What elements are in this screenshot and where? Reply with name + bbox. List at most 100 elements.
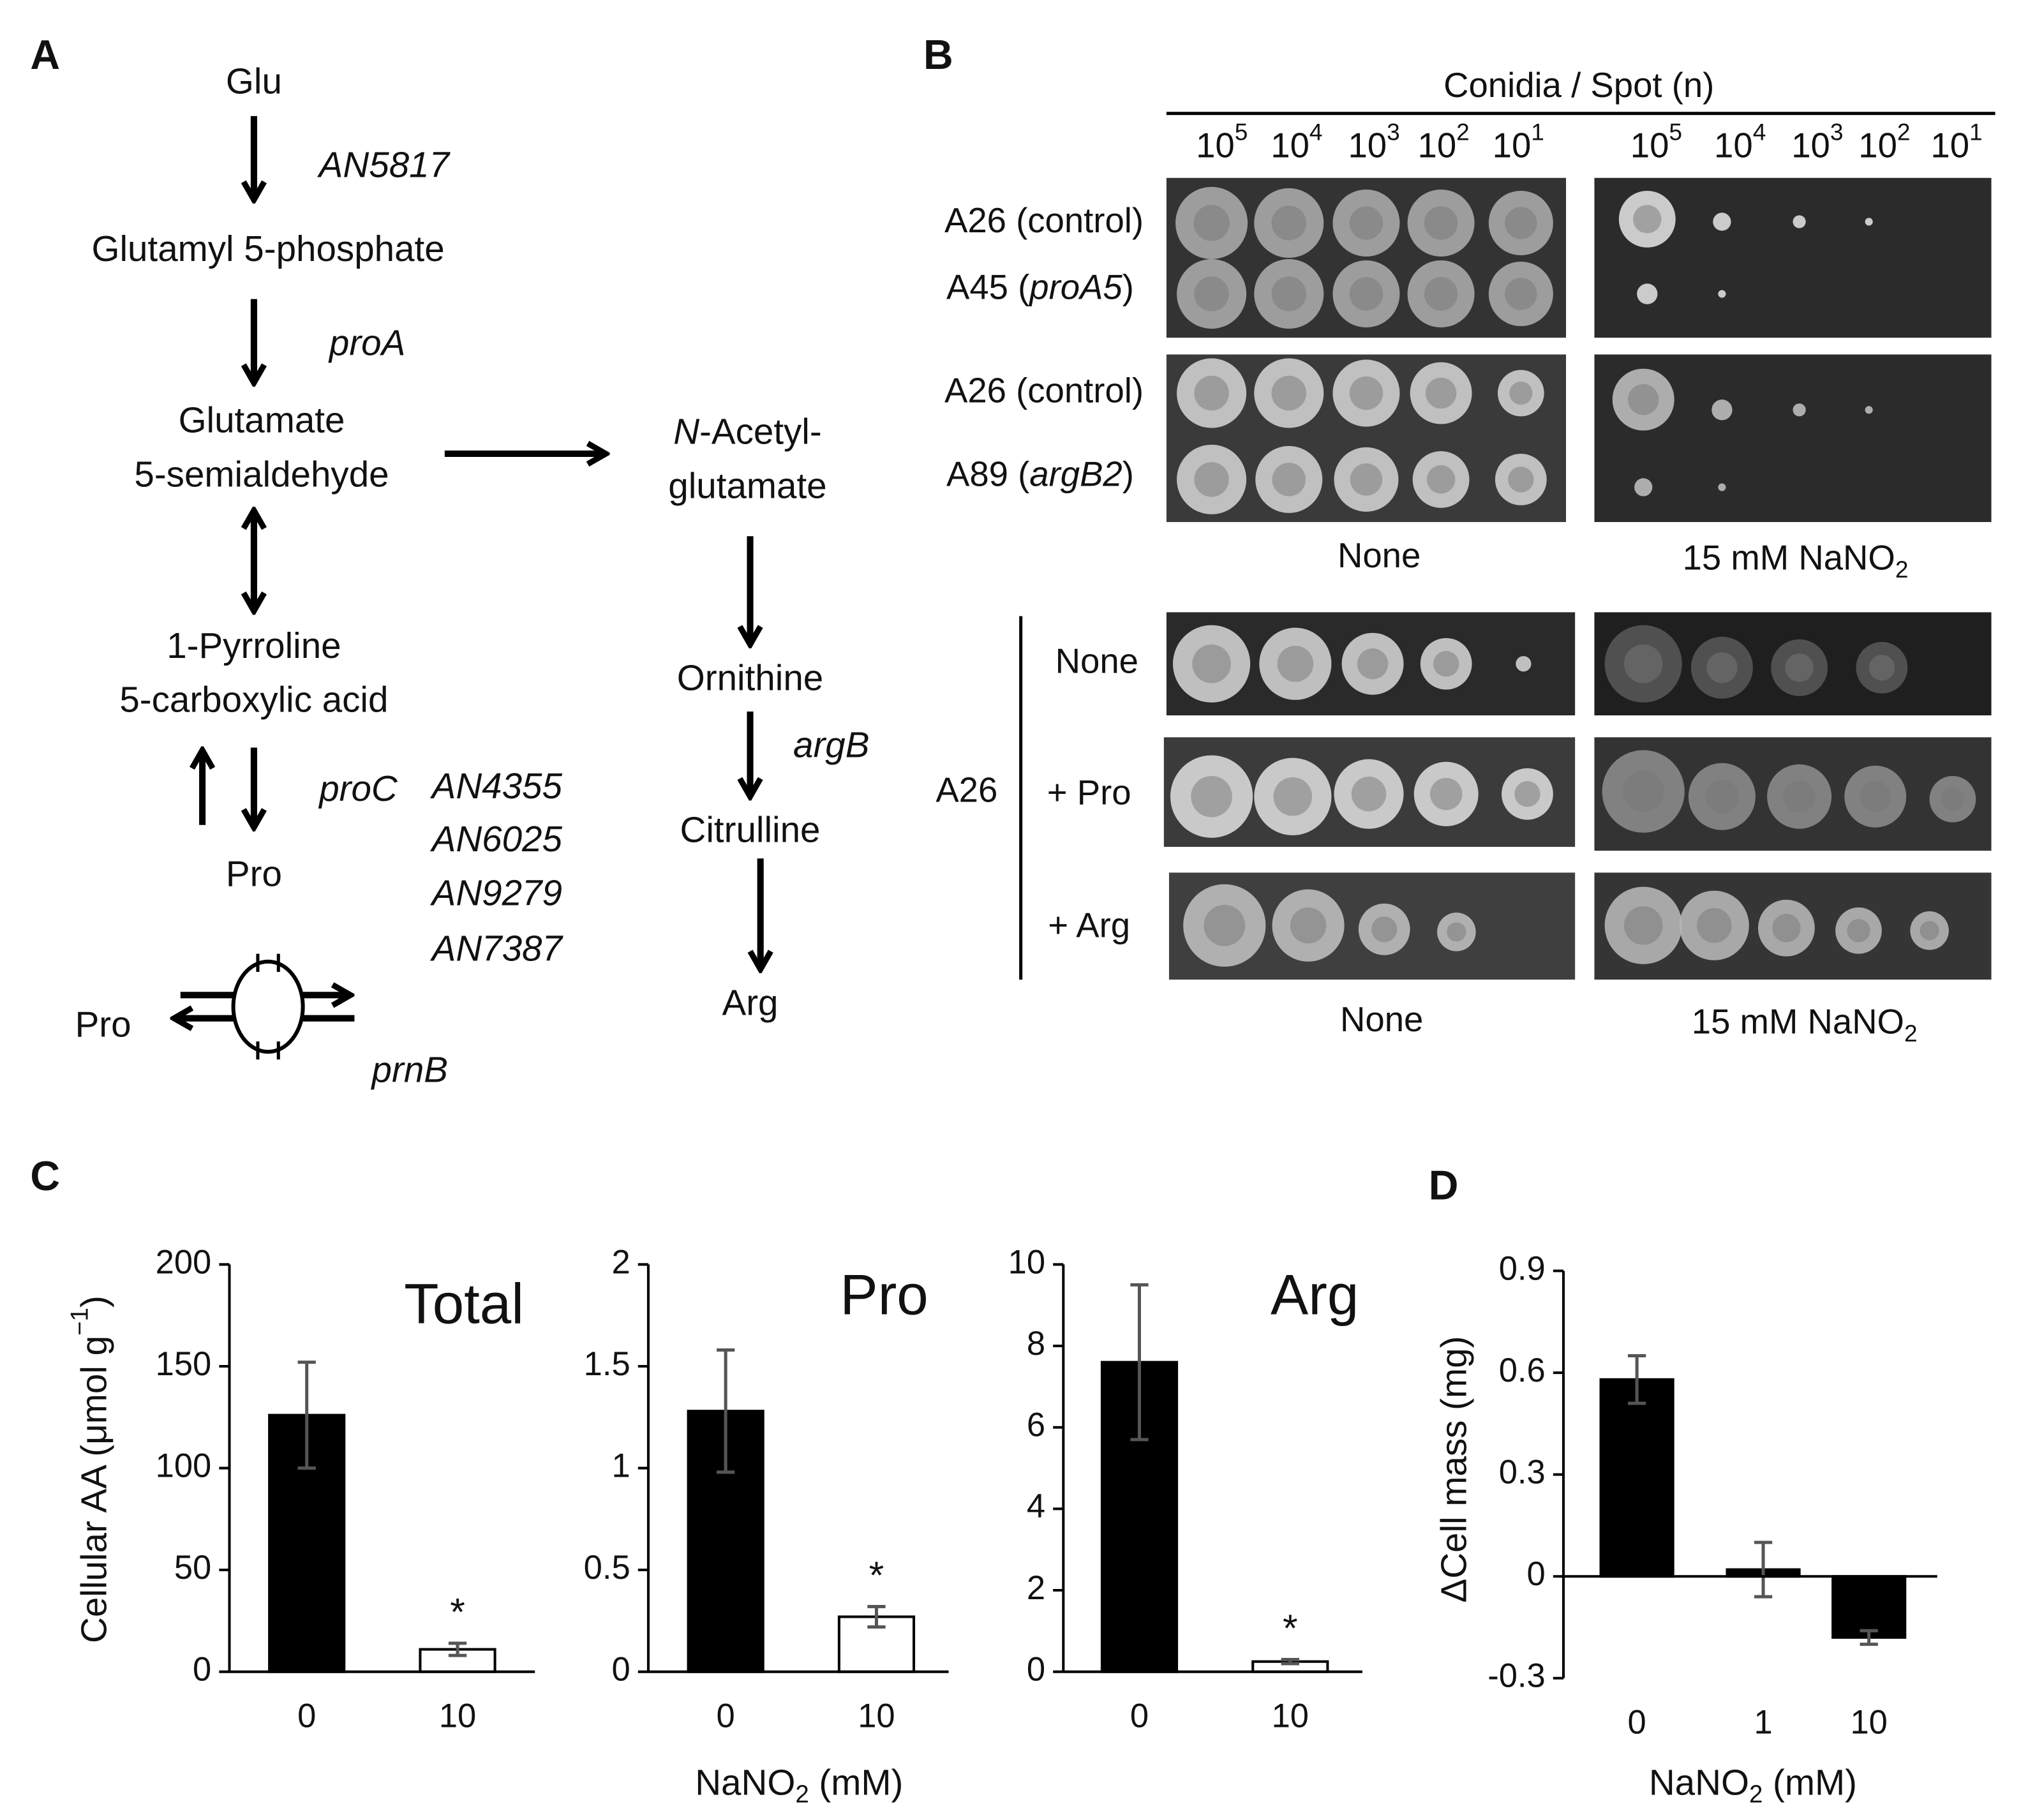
dilution: 105 [1630, 118, 1682, 165]
colony [1865, 406, 1873, 414]
colony-center [1204, 904, 1246, 946]
gene: AN5817 [317, 145, 451, 185]
gene: argB [793, 724, 869, 765]
x-tick-label: 10 [858, 1697, 895, 1734]
text-run: 2 [1904, 1020, 1918, 1047]
colony-center [1271, 375, 1307, 411]
colony-center [1433, 651, 1459, 677]
colony-center [1290, 907, 1327, 944]
text-run: proA5 [1028, 268, 1122, 307]
text-run: 15 mM NaNO [1692, 1003, 1904, 1041]
text-run: 10 [1196, 126, 1235, 165]
colony-center [1847, 919, 1870, 943]
colony-center [1426, 465, 1456, 494]
text-run: 10 [1271, 126, 1309, 165]
error-bar [1130, 1283, 1149, 1442]
text-run: 4 [1753, 118, 1766, 145]
colony [1793, 403, 1806, 417]
y-axis-label: ΔCell mass (mg) [1433, 1336, 1473, 1603]
significance: * [450, 1590, 465, 1634]
colony-center [1194, 276, 1229, 311]
strain: A89 (argB2) [946, 455, 1134, 494]
colony-center [1357, 648, 1389, 680]
dilution: 103 [1791, 118, 1843, 165]
colony-center [1705, 780, 1739, 814]
colony-center [1941, 787, 1965, 811]
colony-center [1623, 644, 1663, 683]
colony-center [1371, 916, 1398, 943]
gene: AN4355 [430, 766, 563, 806]
y-tick-label: 1.5 [584, 1345, 630, 1383]
y-tick-label: 50 [174, 1549, 211, 1586]
x-tick-label: 0 [1628, 1703, 1646, 1741]
y-tick-label: 2 [1027, 1569, 1045, 1607]
colony-center [1697, 907, 1732, 943]
text-run: 3 [1387, 118, 1400, 145]
colony-center [1920, 921, 1939, 941]
y-tick-label: 0.3 [1499, 1454, 1546, 1491]
text-run: A89 ( [946, 455, 1029, 494]
colony-center [1191, 775, 1232, 817]
x-tick-label: 0 [297, 1697, 316, 1734]
metabolite: N-Acetyl- [673, 412, 822, 452]
colony [1516, 656, 1532, 672]
metabolite: Citrulline [680, 810, 821, 850]
y-tick-label: 200 [156, 1243, 212, 1281]
text-run: 3 [1830, 118, 1844, 145]
colony-center [1194, 375, 1229, 411]
colony-center [1514, 781, 1540, 807]
text-run: (mM) [1763, 1762, 1857, 1802]
text-run: 10 [1858, 126, 1897, 165]
y-tick-label: 0 [1527, 1555, 1546, 1593]
colony-center [1194, 462, 1229, 497]
colony-center [1192, 644, 1231, 683]
gene: prnB [371, 1049, 448, 1089]
text-run: Cellular AA (μmol g [73, 1336, 114, 1643]
y-tick-label: 0.6 [1499, 1352, 1546, 1389]
text-run: 2 [1456, 118, 1470, 145]
gene: AN9279 [430, 873, 562, 913]
text-run: 5 [1669, 118, 1682, 145]
text-run: (mM) [809, 1762, 904, 1802]
colony-center [1447, 922, 1466, 942]
strain: A45 (proA5) [946, 268, 1134, 307]
metabolite: Ornithine [677, 657, 823, 697]
metabolite: glutamate [668, 465, 826, 505]
text-run: NaNO [1649, 1762, 1749, 1802]
text-run: 2 [1897, 118, 1911, 145]
y-tick-label: 4 [1027, 1488, 1045, 1525]
colony-center [1868, 655, 1895, 681]
error-bar [297, 1361, 316, 1470]
text-run: argB2 [1029, 455, 1122, 494]
y-tick-label: 10 [1008, 1243, 1045, 1281]
text-run: 2 [1895, 556, 1909, 583]
y-tick-label: 0.9 [1499, 1249, 1546, 1287]
colony [1793, 215, 1806, 228]
error-bar [1860, 1629, 1878, 1646]
text-run: 10 [1930, 126, 1969, 165]
y-tick-label: 0 [611, 1651, 630, 1689]
header: Conidia / Spot (n) [1443, 66, 1714, 105]
transporter [231, 959, 305, 1054]
colony-center [1622, 770, 1664, 812]
colony-center [1783, 780, 1816, 813]
error-bar [716, 1348, 735, 1474]
colony [1713, 213, 1731, 231]
medium: 15 mM NaNO2 [1692, 1003, 1918, 1047]
metabolite: Pro [75, 1004, 131, 1045]
colony [1637, 283, 1658, 304]
text-run: 10 [1714, 126, 1753, 165]
dilution: 104 [1271, 118, 1322, 165]
chart-title: Pro [840, 1263, 928, 1326]
text-run: 5 [1235, 118, 1248, 145]
dilution: 101 [1930, 118, 1982, 165]
x-tick-label: 10 [439, 1697, 476, 1734]
dilution: 101 [1493, 118, 1544, 165]
y-tick-label: 150 [156, 1345, 212, 1383]
dilution: 104 [1714, 118, 1766, 165]
colony-center [1349, 376, 1383, 410]
text-run: A45 ( [946, 268, 1029, 307]
metabolite: Glu [226, 61, 282, 101]
